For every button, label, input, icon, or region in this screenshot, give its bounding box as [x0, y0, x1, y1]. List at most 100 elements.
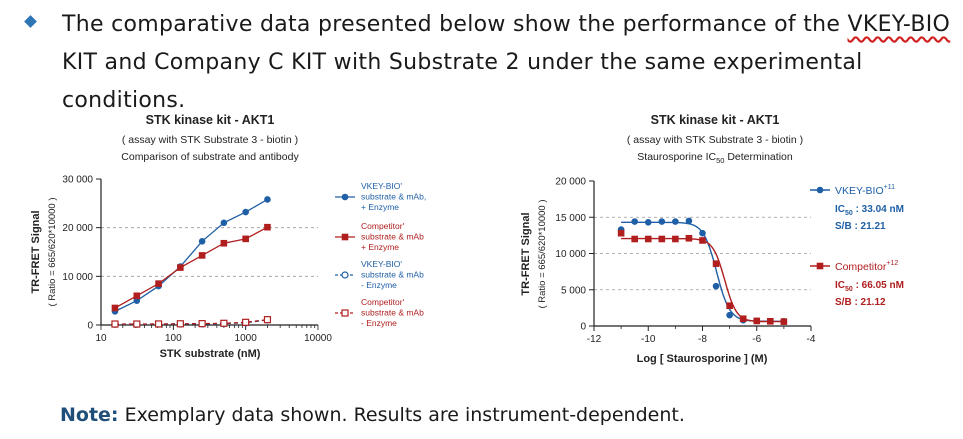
- intro-text-before: The comparative data presented below sho…: [62, 12, 848, 37]
- chart2-data-point: [685, 217, 693, 225]
- chart1-legend-text: VKEY-BIO': [361, 181, 402, 191]
- chart1-legend-text: substrate & mAb: [361, 270, 424, 280]
- chart2-data-point: [631, 235, 638, 243]
- intro-text: The comparative data presented below sho…: [62, 6, 952, 120]
- brand-name: VKEY-BIO: [847, 12, 951, 37]
- chart2-data-point: [712, 282, 720, 290]
- chart1-data-point: [220, 319, 228, 327]
- chart2-data-point: [780, 318, 788, 325]
- chart1-legend-text: Competitor': [361, 221, 405, 231]
- chart2-y-tick-label: 15 000: [555, 213, 586, 224]
- chart2-x-tick-label: -6: [752, 334, 761, 345]
- chart1-x-tick-label: 10: [95, 333, 107, 344]
- chart2-data-point: [644, 219, 652, 226]
- chart1-x-tick-label: 1000: [235, 333, 258, 344]
- chart2-x-tick-label: -4: [807, 334, 816, 345]
- chart1-legend-text: substrate & mAb,: [361, 192, 426, 202]
- chart1-data-point: [176, 320, 184, 328]
- chart1-x-label: STK substrate (nM): [160, 348, 261, 360]
- chart2-x-label: Log [ Staurosporine ] (M): [637, 353, 768, 365]
- chart1-data-point: [198, 320, 206, 328]
- chart2-data-point: [644, 235, 652, 243]
- chart1-data-point: [177, 264, 184, 271]
- chart1-legend-marker: [341, 193, 349, 201]
- chart1-y-tick-label: 0: [87, 321, 93, 332]
- chart1-legend-text: - Enzyme: [361, 318, 397, 328]
- chart1-legend-text: substrate & mAb: [361, 308, 424, 318]
- chart1-subtitle2: Comparison of substrate and antibody: [121, 151, 299, 163]
- chart1-y-tick-label: 20 000: [62, 223, 93, 234]
- chart1-series-line: [114, 198, 268, 312]
- chart2-y-label2: ( Ratio = 665/620*10000 ): [537, 199, 548, 308]
- chart1-data-point: [242, 208, 249, 216]
- chart1-legend-text: VKEY-BIO': [361, 259, 402, 269]
- chart2-data-point: [631, 218, 638, 225]
- note-text: Exemplary data shown. Results are instru…: [118, 404, 685, 426]
- chart1-data-point: [242, 318, 250, 326]
- chart1-legend-marker: [341, 271, 349, 279]
- chart1-legend-text: + Enzyme: [361, 242, 399, 252]
- chart2-subtitle2: Staurosporine IC50 Determination: [637, 151, 793, 165]
- chart2-data-point: [685, 234, 693, 242]
- chart2-y-tick-label: 5 000: [561, 285, 586, 296]
- chart2-data-point: [658, 235, 666, 243]
- chart1-legend-text: - Enzyme: [361, 280, 397, 290]
- chart2-data-point: [726, 311, 733, 319]
- chart2-subtitle: ( assay with STK Substrate 3 - biotin ): [627, 134, 803, 146]
- chart1-data-point: [111, 320, 119, 328]
- chart1-series-line: [114, 319, 268, 325]
- chart2-y-tick-label: 10 000: [555, 249, 586, 260]
- chart2-y-tick-label: 0: [580, 322, 586, 333]
- chart2-y-label: TR-FRET Signal: [520, 212, 532, 295]
- chart1-data-point: [133, 320, 141, 328]
- chart1-data-point: [198, 252, 206, 259]
- chart1-data-point: [111, 304, 119, 312]
- chart2-data-point: [712, 260, 720, 267]
- chart2-sb-value: S/B : 21.12: [835, 297, 886, 308]
- chart1-data-point: [220, 239, 228, 247]
- chart1-x-tick-label: 10000: [304, 333, 332, 344]
- chart2-legend-marker: [816, 186, 824, 194]
- chart2-legend-label: VKEY-BIO+11: [835, 184, 895, 197]
- chart2-data-point: [672, 235, 679, 243]
- chart1-y-tick-label: 10 000: [62, 272, 93, 283]
- chart1-data-point: [264, 223, 271, 231]
- chart1-x-tick-label: 100: [165, 333, 182, 344]
- chart1-data-point: [220, 219, 228, 227]
- chart2-data-point: [658, 218, 666, 225]
- chart2-legend-marker: [816, 262, 824, 270]
- chart1-data-point: [154, 320, 163, 328]
- chart1-legend-text: + Enzyme: [361, 202, 399, 212]
- chart1-y-tick-label: 30 000: [62, 175, 93, 186]
- chart2-x-tick-label: -12: [587, 334, 602, 345]
- chart1-subtitle: ( assay with STK Substrate 3 - biotin ): [122, 134, 298, 146]
- chart1-series-line: [114, 226, 268, 309]
- chart1-data-point: [133, 292, 141, 300]
- chart2-data-point: [699, 237, 706, 244]
- chart1-legend-marker: [341, 233, 349, 241]
- chart1-legend-text: substrate & mAb: [361, 232, 424, 242]
- chart1-legend-text: Competitor': [361, 297, 405, 307]
- note: Note: Exemplary data shown. Results are …: [60, 404, 685, 426]
- chart2-y-tick-label: 20 000: [555, 177, 586, 188]
- chart1-data-point: [155, 280, 162, 287]
- chart2-data-point: [699, 229, 706, 237]
- chart2-data-point: [617, 229, 625, 237]
- chart1-legend-marker: [341, 309, 349, 317]
- chart2-data-point: [739, 315, 747, 323]
- chart2-data-point: [672, 218, 679, 225]
- chart2-sb-value: S/B : 21.21: [835, 221, 886, 232]
- chart2-data-point: [767, 317, 774, 325]
- chart1-data-point: [263, 316, 272, 324]
- chart2-data-point: [753, 317, 761, 325]
- chart2-ic50-value: IC50 : 66.05 nM: [835, 280, 904, 293]
- chart2-fit-curve: [621, 237, 784, 323]
- chart2-data-point: [726, 302, 733, 309]
- note-label: Note:: [60, 404, 119, 426]
- chart1-data-point: [242, 235, 249, 243]
- chart1-y-label: TR-FRET Signal: [30, 210, 42, 293]
- intro-text-after: KIT and Company C KIT with Substrate 2 u…: [62, 50, 863, 113]
- chart1-data-point: [264, 196, 271, 203]
- chart1-title: STK kinase kit - AKT1: [146, 113, 275, 127]
